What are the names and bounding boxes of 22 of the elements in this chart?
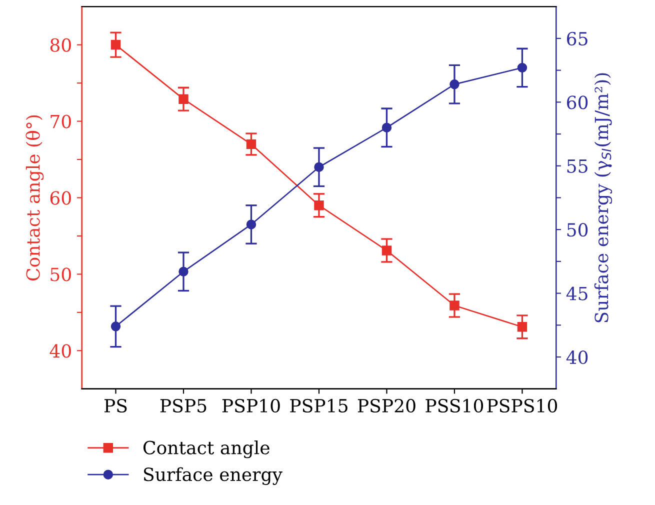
x-tick-label: PSP10 bbox=[222, 398, 280, 413]
legend-label: Surface energy bbox=[144, 467, 282, 485]
y2-axis-title: Surface energy (γ$_{SI}$(mJ/m²)) bbox=[594, 73, 612, 322]
x-tick-label: PSPS10 bbox=[487, 398, 558, 413]
y2-tick-label: 50 bbox=[567, 223, 588, 237]
y-tick-label: 50 bbox=[50, 268, 71, 282]
y2-tick-label: 55 bbox=[567, 160, 588, 173]
y2-tick-label: 65 bbox=[567, 32, 588, 46]
legend-label: Contact angle bbox=[143, 440, 270, 458]
y2-tick-label: 60 bbox=[567, 96, 588, 110]
x-tick-label: PSP15 bbox=[290, 398, 348, 413]
x-tick-label: PSP20 bbox=[358, 398, 416, 413]
x-tick-label: PSP5 bbox=[160, 398, 206, 413]
x-tick-label: PSS10 bbox=[426, 398, 484, 413]
y-tick-label: 40 bbox=[50, 344, 71, 358]
x-tick-label: PS bbox=[104, 398, 127, 413]
y2-tick-label: 40 bbox=[566, 350, 588, 364]
y-axis-title: Contact angle (θ°) bbox=[26, 115, 44, 280]
y-tick-label: 60 bbox=[50, 191, 71, 205]
y2-tick-label: 45 bbox=[566, 286, 588, 300]
y-tick-label: 70 bbox=[50, 114, 71, 128]
y-tick-label: 80 bbox=[50, 38, 71, 52]
